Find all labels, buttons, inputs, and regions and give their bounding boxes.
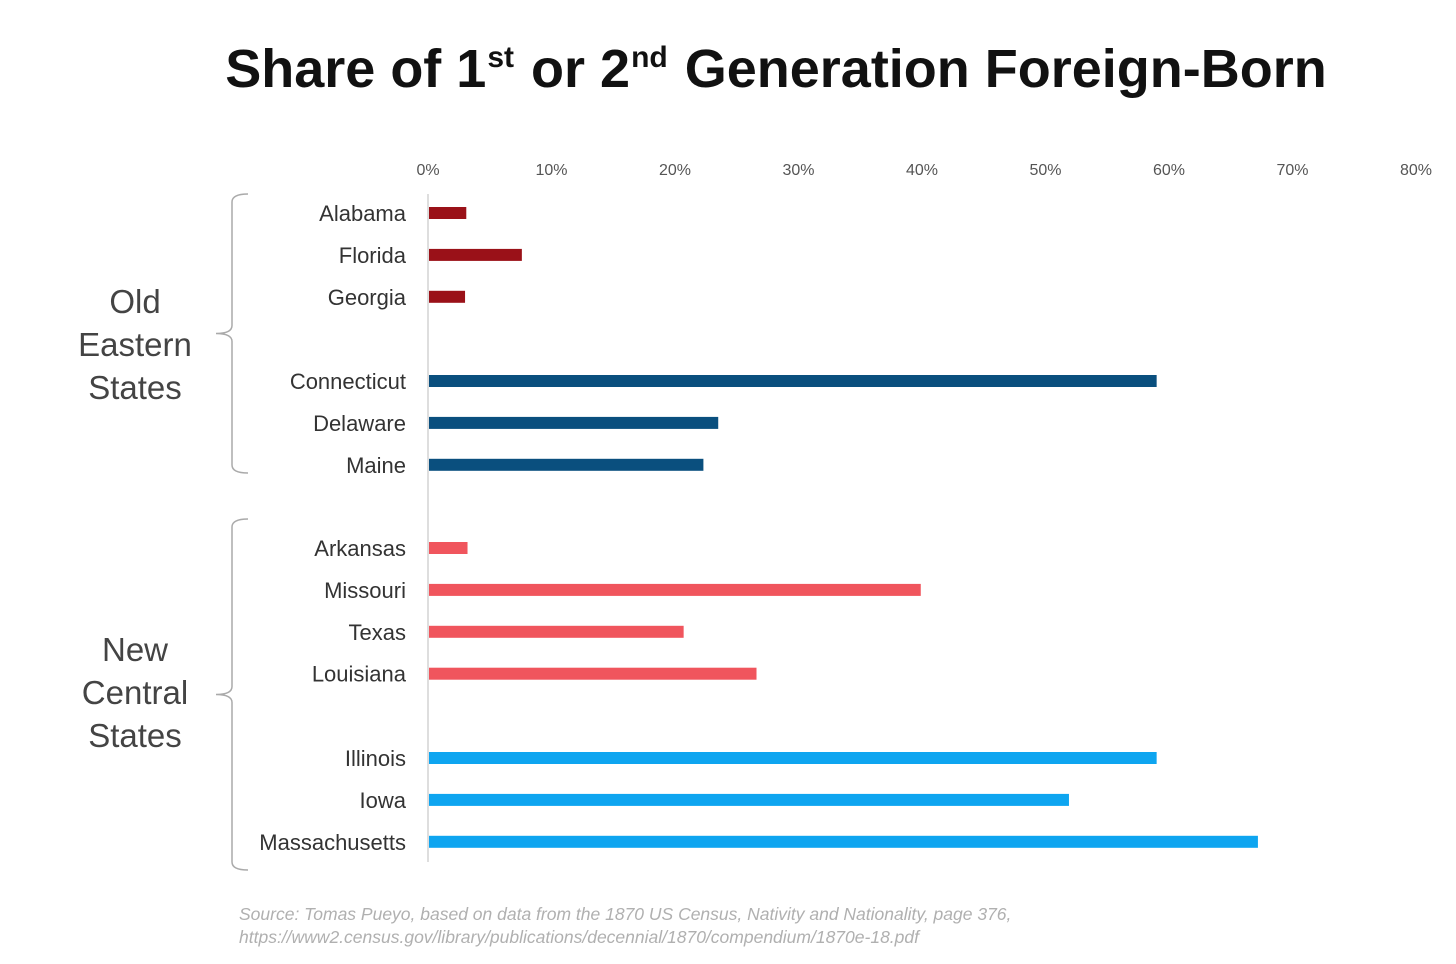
category-label: Illinois (345, 746, 406, 771)
x-tick-label: 50% (1029, 162, 1061, 179)
x-tick-label: 60% (1153, 162, 1185, 179)
category-label: Massachusetts (259, 830, 406, 855)
category-label: Louisiana (312, 662, 407, 687)
x-tick-label: 40% (906, 162, 938, 179)
group-brace-new-central-states (215, 518, 249, 871)
bar (429, 207, 467, 219)
bar (429, 625, 684, 638)
title-text-2: or 2 (516, 39, 631, 99)
title-superscript-1: st (487, 41, 515, 74)
group-label-line: Eastern (78, 326, 192, 363)
source-note: Source: Tomas Pueyo, based on data from … (239, 903, 1011, 949)
group-brace-old-eastern-states (215, 193, 249, 474)
category-label: Florida (339, 243, 407, 268)
group-label-line: Old (109, 283, 161, 320)
category-label: Iowa (360, 788, 407, 813)
source-line: Source: Tomas Pueyo, based on data from … (239, 904, 1012, 924)
category-label: Connecticut (290, 369, 406, 394)
chart-title: Share of 1st or 2nd Generation Foreign-B… (0, 38, 1456, 100)
group-label-line: States (88, 717, 182, 754)
group-label-line: States (88, 369, 182, 406)
group-label-line: New (101, 631, 169, 668)
title-superscript-2: nd (631, 41, 668, 74)
bar (429, 752, 1157, 764)
bar (429, 542, 468, 554)
bar (429, 667, 757, 680)
x-tick-label: 30% (782, 162, 814, 179)
x-tick-label: 0% (416, 162, 439, 179)
category-label: Delaware (313, 411, 406, 436)
bar (429, 248, 522, 261)
x-tick-label: 10% (535, 162, 567, 179)
x-tick-label: 70% (1276, 162, 1308, 179)
source-url: https://www2.census.gov/library/publicat… (239, 927, 919, 947)
group-label-line: Central (81, 674, 189, 711)
category-label: Georgia (328, 285, 407, 310)
x-tick-label: 80% (1400, 162, 1432, 179)
category-label: Texas (349, 620, 406, 645)
bar (429, 290, 466, 303)
category-label: Maine (346, 453, 406, 478)
category-label: Arkansas (314, 536, 406, 561)
bar (429, 416, 719, 429)
category-label: Missouri (324, 578, 406, 603)
bar (429, 793, 1069, 806)
title-text-3: Generation Foreign-Born (669, 39, 1327, 99)
group-label-new-central-states: New Central States (60, 628, 210, 757)
bar (429, 835, 1258, 848)
bar (429, 583, 921, 596)
bar (429, 375, 1157, 387)
title-text-1: Share of 1 (225, 39, 487, 99)
bar (429, 458, 704, 471)
category-label: Alabama (319, 201, 407, 226)
x-tick-label: 20% (659, 162, 691, 179)
group-label-old-eastern-states: Old Eastern States (60, 280, 210, 409)
